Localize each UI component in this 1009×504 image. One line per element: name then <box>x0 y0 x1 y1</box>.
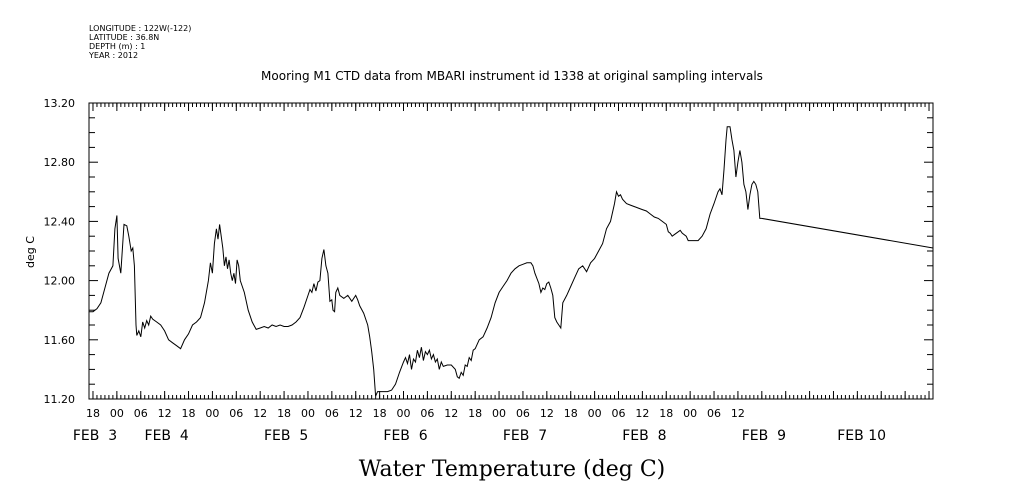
x-tick-label: 12 <box>635 407 649 420</box>
y-tick-label: 12.80 <box>44 156 76 169</box>
x-tick-label: 12 <box>444 407 458 420</box>
day-label: FEB 6 <box>383 428 427 444</box>
meta-latitude: LATITUDE : 36.8N <box>89 33 159 42</box>
x-tick-label: 18 <box>468 407 482 420</box>
day-labels: FEB 3 FEB 4 FEB 5 FEB 6 FEB 7 FEB 8 FEB 9 FEB 1… <box>73 428 886 444</box>
meta-depth: DEPTH (m) : 1 <box>89 42 145 51</box>
x-tick-label: 06 <box>420 407 434 420</box>
y-tick-label: 12.40 <box>44 215 76 228</box>
meta-year: YEAR : 2012 <box>88 51 138 60</box>
x-tick-label: 06 <box>707 407 721 420</box>
minor-ticks <box>88 103 934 399</box>
y-ticks: 11.20 11.60 12.00 12.40 12.80 13.20 <box>44 97 933 406</box>
series-line-water-temperature <box>89 126 934 397</box>
x-tick-label: 00 <box>301 407 315 420</box>
day-label: FEB 5 <box>264 428 308 444</box>
x-tick-label: 00 <box>397 407 411 420</box>
chart-title: Mooring M1 CTD data from MBARI instrumen… <box>261 69 763 83</box>
day-label: FEB 7 <box>503 428 547 444</box>
day-label: FEB 8 <box>622 428 666 444</box>
x-tick-labels: 18 00 06 12 18 00 06 12 18 00 06 12 18 00 06 12 18 00 06 12… <box>86 407 745 420</box>
major-ticks <box>92 103 930 399</box>
y-tick-label: 12.00 <box>44 275 76 288</box>
x-tick-label: 12 <box>540 407 554 420</box>
x-tick-label: 00 <box>588 407 602 420</box>
x-tick-label: 06 <box>325 407 339 420</box>
y-tick-label: 11.60 <box>44 334 76 347</box>
x-tick-label: 18 <box>86 407 100 420</box>
y-tick-label: 11.20 <box>44 393 76 406</box>
x-tick-label: 06 <box>611 407 625 420</box>
x-tick-label: 00 <box>492 407 506 420</box>
x-tick-label: 12 <box>349 407 363 420</box>
day-label: FEB 9 <box>742 428 786 444</box>
y-axis-label: deg C <box>24 236 37 268</box>
x-tick-label: 12 <box>253 407 267 420</box>
x-tick-label: 06 <box>516 407 530 420</box>
x-tick-label: 12 <box>731 407 745 420</box>
x-tick-label: 06 <box>134 407 148 420</box>
day-label: FEB 10 <box>837 428 886 444</box>
series-group <box>89 126 934 397</box>
x-tick-label: 06 <box>229 407 243 420</box>
x-tick-label: 00 <box>110 407 124 420</box>
x-tick-label: 12 <box>158 407 172 420</box>
plot-frame <box>88 102 934 400</box>
metadata-block: LONGITUDE : 122W(-122) LATITUDE : 36.8N … <box>88 24 191 60</box>
meta-longitude: LONGITUDE : 122W(-122) <box>89 24 191 33</box>
day-label: FEB 4 <box>145 428 189 444</box>
y-tick-label: 13.20 <box>44 97 76 110</box>
x-axis-label: Water Temperature (deg C) <box>359 457 666 482</box>
x-tick-label: 00 <box>205 407 219 420</box>
x-tick-label: 18 <box>373 407 387 420</box>
x-tick-label: 18 <box>277 407 291 420</box>
x-tick-label: 18 <box>182 407 196 420</box>
day-label: FEB 3 <box>73 428 117 444</box>
x-tick-label: 18 <box>659 407 673 420</box>
x-tick-label: 00 <box>683 407 697 420</box>
x-tick-label: 18 <box>564 407 578 420</box>
